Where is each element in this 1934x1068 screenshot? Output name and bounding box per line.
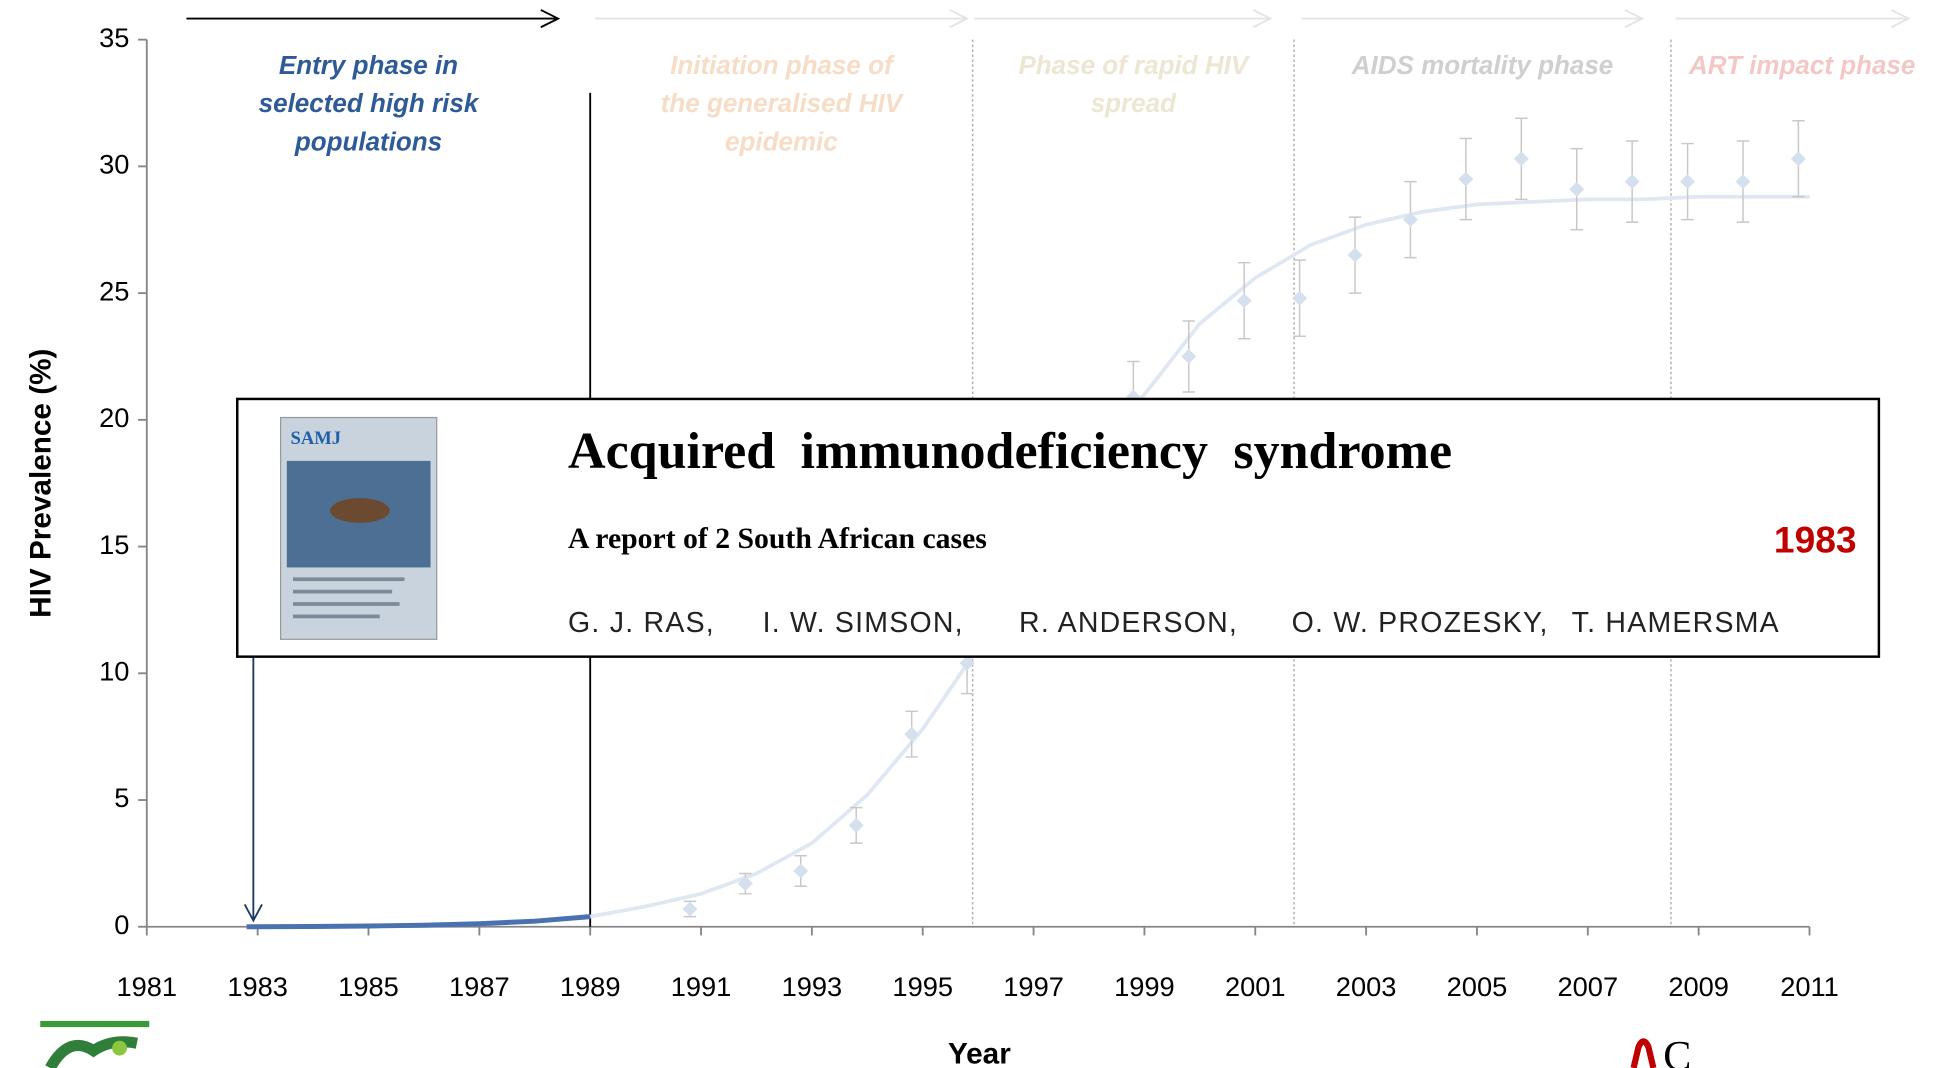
article-title: Acquired immunodeficiency syndrome bbox=[568, 423, 1452, 480]
phase-label: spread bbox=[1091, 88, 1177, 118]
left-logo bbox=[40, 1021, 149, 1068]
phase-label: AIDS mortality phase bbox=[1351, 50, 1614, 80]
y-tick-label: 20 bbox=[99, 402, 129, 433]
x-tick-label: 1985 bbox=[338, 971, 399, 1002]
author: T. HAMERSMA bbox=[1572, 607, 1780, 639]
data-point bbox=[1458, 172, 1473, 187]
y-tick-label: 10 bbox=[99, 655, 129, 686]
x-tick-label: 1995 bbox=[892, 971, 953, 1002]
author: O. W. PROZESKY, bbox=[1292, 607, 1549, 639]
right-logo: C bbox=[1634, 1033, 1692, 1068]
data-point bbox=[1348, 248, 1363, 263]
x-tick-label: 1999 bbox=[1114, 971, 1175, 1002]
article-subtitle: A report of 2 South African cases bbox=[568, 523, 987, 555]
logo-bar bbox=[40, 1021, 149, 1027]
y-tick-label: 15 bbox=[99, 529, 129, 560]
data-point bbox=[1736, 174, 1751, 189]
author: R. ANDERSON, bbox=[1019, 607, 1238, 639]
data-point bbox=[1181, 349, 1196, 364]
phase-label: the generalised HIV bbox=[661, 88, 905, 118]
data-point bbox=[904, 727, 919, 742]
article-year: 1983 bbox=[1774, 518, 1857, 560]
logo-dot bbox=[112, 1041, 127, 1056]
curve bbox=[247, 917, 591, 927]
author: G. J. RAS, bbox=[568, 607, 715, 639]
ribbon bbox=[1634, 1041, 1654, 1068]
y-tick-label: 0 bbox=[114, 909, 129, 940]
inset: SAMJ Acquired immunodeficiency syndrome … bbox=[237, 399, 1879, 657]
cover-line bbox=[293, 577, 405, 581]
journal-name: SAMJ bbox=[291, 428, 342, 449]
phase-label: Phase of rapid HIV bbox=[1018, 50, 1250, 80]
journal-cover: SAMJ bbox=[281, 418, 437, 640]
phase-label: ART impact phase bbox=[1688, 50, 1915, 80]
y-tick-label: 30 bbox=[99, 149, 129, 180]
data-point bbox=[1514, 151, 1529, 166]
data-point bbox=[1680, 174, 1695, 189]
x-tick-label: 2005 bbox=[1447, 971, 1508, 1002]
pointer-arrow bbox=[245, 657, 262, 921]
data-point bbox=[1791, 151, 1806, 166]
y-axis-title: HIV Prevalence (%) bbox=[25, 349, 58, 618]
y-tick-label: 35 bbox=[99, 22, 129, 53]
x-tick-label: 1997 bbox=[1003, 971, 1064, 1002]
data-point bbox=[1237, 293, 1252, 308]
phase-label: epidemic bbox=[725, 127, 838, 157]
x-tick-label: 1989 bbox=[560, 971, 621, 1002]
phase-label: selected high risk bbox=[259, 88, 480, 118]
x-tick-label: 1981 bbox=[116, 971, 177, 1002]
phase-arrows bbox=[186, 10, 1908, 27]
data-point bbox=[1569, 182, 1584, 197]
x-tick-label: 2001 bbox=[1225, 971, 1286, 1002]
y-tick-label: 25 bbox=[99, 275, 129, 306]
x-tick-label: 2003 bbox=[1336, 971, 1397, 1002]
cover-line bbox=[293, 615, 380, 619]
x-axis-title: Year bbox=[948, 1037, 1011, 1068]
author: I. W. SIMSON, bbox=[763, 607, 964, 639]
x-tick-label: 1993 bbox=[782, 971, 843, 1002]
data-point bbox=[1625, 174, 1640, 189]
x-tick-label: 1983 bbox=[227, 971, 288, 1002]
x-tick-label: 2007 bbox=[1557, 971, 1618, 1002]
y-tick-label: 5 bbox=[114, 782, 129, 813]
phase-label: populations bbox=[294, 127, 442, 157]
data-point bbox=[793, 864, 808, 879]
cover-line bbox=[293, 590, 392, 594]
logo-text: C bbox=[1663, 1033, 1691, 1068]
cover-bird bbox=[330, 498, 389, 523]
data-point bbox=[849, 818, 864, 833]
slide: 0 5 10 15 20 25 30 35 1981 1983 1985 1987 1989 1991 19… bbox=[0, 0, 1934, 1068]
data-point bbox=[683, 902, 698, 917]
x-tick-label: 1987 bbox=[449, 971, 510, 1002]
x-tick-label: 1991 bbox=[671, 971, 732, 1002]
phase-label: Initiation phase of bbox=[670, 50, 895, 80]
phase-label: Entry phase in bbox=[279, 50, 458, 80]
x-tick-label: 2009 bbox=[1668, 971, 1729, 1002]
cover-line bbox=[293, 602, 400, 606]
x-tick-label: 2011 bbox=[1780, 971, 1839, 1002]
